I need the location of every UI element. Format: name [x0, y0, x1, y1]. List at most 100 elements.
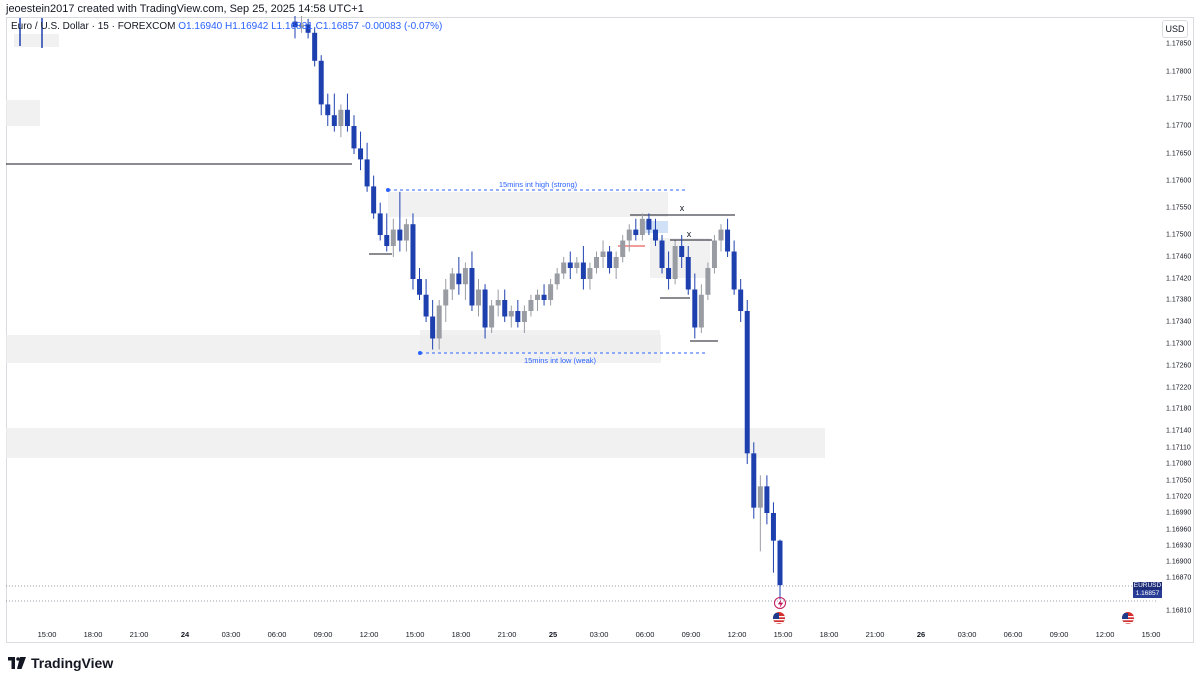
price-tick-label: 1.17460	[1166, 253, 1192, 261]
candle	[403, 218, 409, 252]
candle	[607, 246, 613, 274]
candle	[652, 218, 658, 246]
candle-body	[620, 240, 626, 257]
price-tick-label: 1.17140	[1166, 427, 1192, 435]
price-tick-label: 1.16810	[1166, 607, 1192, 615]
candle-body	[469, 268, 475, 306]
candle	[436, 300, 442, 350]
time-tick-label: 18:00	[83, 630, 103, 639]
price-tag-price: 1.16857	[1135, 590, 1160, 597]
time-tick-label: 03:00	[589, 630, 609, 639]
tradingview-wordmark: TradingView	[31, 655, 114, 671]
candle	[561, 257, 567, 279]
candle-body	[777, 540, 783, 586]
candle	[371, 175, 377, 219]
lightning-event-icon[interactable]	[774, 597, 786, 609]
time-tick-label: 26	[916, 630, 926, 639]
price-tick-label: 1.17700	[1166, 122, 1192, 130]
candle-body	[364, 159, 370, 187]
candle-body	[331, 115, 337, 126]
candle-body	[659, 240, 665, 268]
candle-body	[292, 21, 298, 28]
candle	[344, 93, 350, 132]
candle-body	[711, 240, 717, 268]
candle	[417, 268, 423, 300]
candle-body	[535, 294, 540, 300]
candle	[482, 284, 488, 339]
price-tag-symbol: EURUSD	[1133, 582, 1162, 590]
currency-button[interactable]: USD	[1162, 20, 1188, 38]
candle	[410, 213, 416, 290]
candle	[358, 131, 364, 171]
time-tick-label: 15:00	[1141, 630, 1161, 639]
time-tick-label: 12:00	[727, 630, 747, 639]
candle	[587, 262, 593, 290]
time-tick-label: 18:00	[819, 630, 839, 639]
candle-body	[384, 235, 390, 246]
price-tick-label: 1.17500	[1166, 231, 1192, 239]
candle	[495, 289, 501, 317]
price-tick-label: 1.17380	[1166, 296, 1192, 304]
candle	[535, 289, 540, 311]
candle	[397, 191, 403, 252]
price-tick-label: 1.17750	[1166, 95, 1192, 103]
candle-body	[489, 305, 495, 328]
candle-body	[541, 294, 547, 300]
time-tick-label: 06:00	[267, 630, 287, 639]
candle	[430, 300, 436, 350]
price-tick-label: 1.17220	[1166, 384, 1192, 392]
candle-body	[495, 300, 501, 306]
candle-body	[305, 24, 311, 33]
candle	[600, 240, 606, 268]
candle	[764, 475, 770, 525]
candle-body	[344, 109, 350, 126]
int-low-marker	[418, 351, 422, 355]
candle	[626, 224, 632, 252]
price-tick-label: 1.16990	[1166, 509, 1192, 517]
candle-body	[672, 246, 678, 279]
candle-body	[312, 32, 318, 61]
us-flag-event-icon[interactable]	[1122, 612, 1134, 624]
price-tick-label: 1.17110	[1166, 444, 1191, 452]
candle	[325, 93, 331, 126]
price-tick-label: 1.17850	[1166, 40, 1192, 48]
candle	[685, 246, 691, 295]
candle	[679, 235, 685, 268]
candle-body	[476, 289, 482, 306]
candle-body	[744, 311, 750, 454]
candle	[567, 251, 573, 279]
sweep-x-label: x	[687, 229, 692, 239]
last-price-tag: EURUSD 1.16857 01:04	[1133, 582, 1162, 605]
candle-body	[338, 109, 344, 126]
time-tick-label: 09:00	[681, 630, 701, 639]
candle	[770, 502, 776, 573]
candle	[666, 251, 672, 290]
candle	[751, 442, 757, 519]
candle-body	[705, 268, 711, 295]
candle	[443, 279, 449, 322]
candle-body	[692, 289, 698, 328]
candle	[423, 279, 429, 322]
candle	[692, 273, 698, 339]
time-tick-label: 03:00	[221, 630, 241, 639]
candle-body	[325, 104, 331, 116]
time-tick-label: 12:00	[1095, 630, 1115, 639]
candle	[659, 235, 665, 274]
candle-body	[397, 229, 403, 241]
symbol-legend[interactable]: Euro / U.S. Dollar · 15 · FOREXCOM O1.16…	[11, 21, 442, 32]
candle-body	[358, 148, 364, 160]
candle	[554, 268, 560, 290]
time-tick-label: 06:00	[1003, 630, 1023, 639]
time-tick-label: 15:00	[773, 630, 793, 639]
time-tick-label: 06:00	[635, 630, 655, 639]
price-tick-label: 1.17550	[1166, 204, 1192, 212]
price-tick-label: 1.17650	[1166, 150, 1192, 158]
candle	[384, 213, 390, 252]
candle	[508, 305, 514, 328]
price-tick-label: 1.16960	[1166, 526, 1192, 534]
us-flag-event-icon[interactable]	[773, 612, 785, 624]
candle	[469, 251, 475, 311]
candle	[698, 284, 704, 333]
symbol-description: Euro / U.S. Dollar · 15 · FOREXCOM	[11, 21, 176, 32]
